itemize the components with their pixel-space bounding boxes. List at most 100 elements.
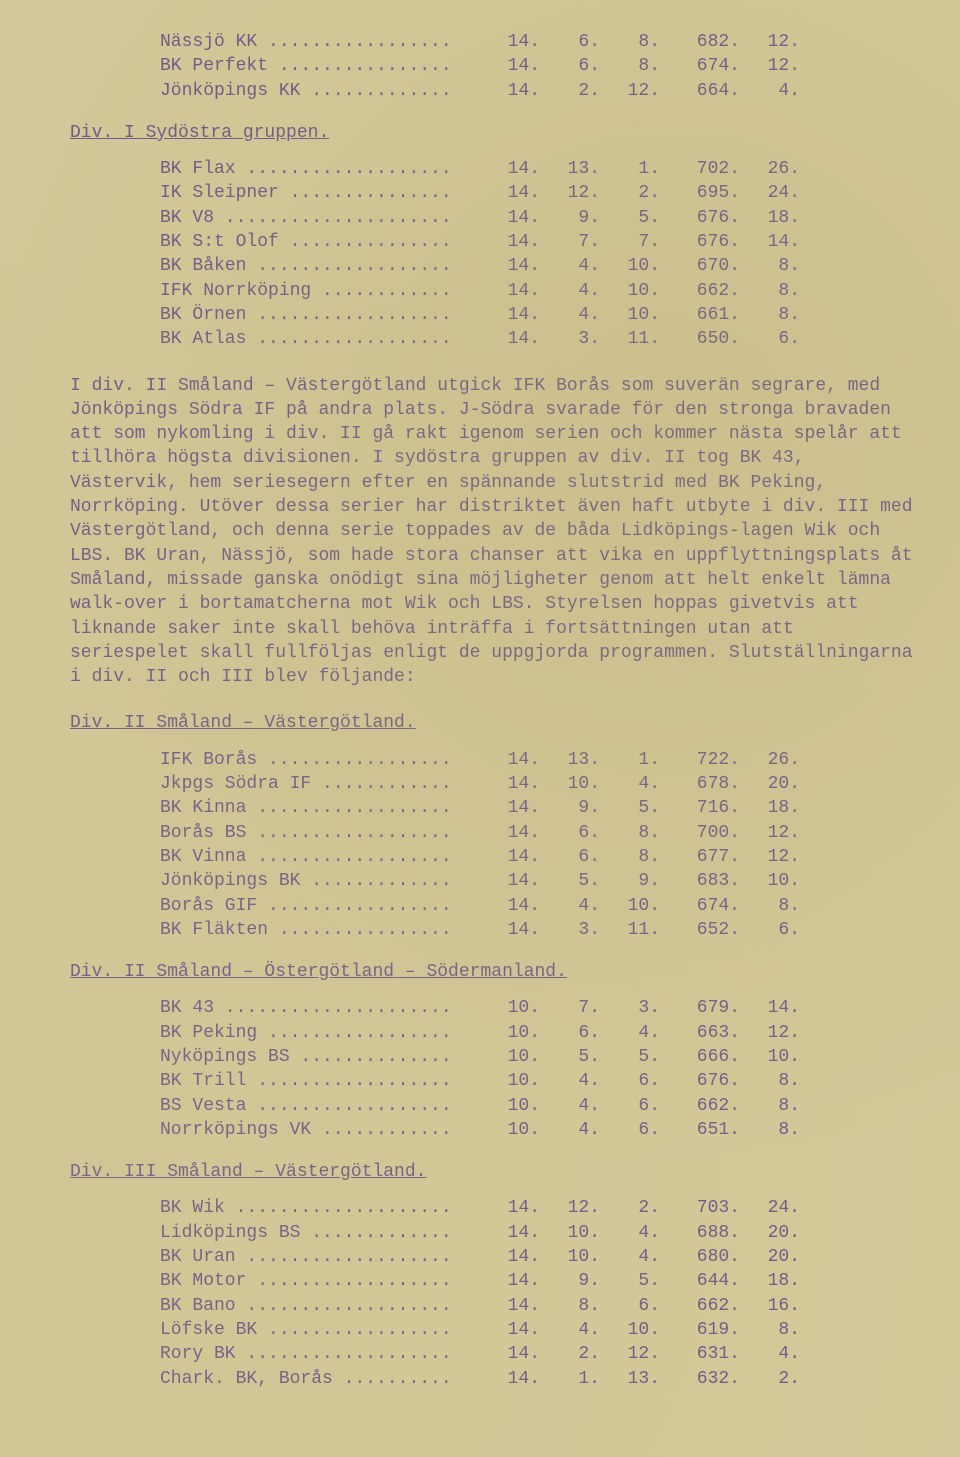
cell-l: 8.	[600, 30, 660, 54]
cell-g: 14.	[480, 869, 540, 893]
cell-g: 14.	[480, 1196, 540, 1220]
cell-pf: 702.	[660, 157, 740, 181]
cell-l: 2.	[600, 181, 660, 205]
table-row: IFK Norrköping ............14.4.10.662.8…	[160, 279, 920, 303]
team-name: BK Fläkten ................	[160, 918, 480, 942]
cell-w: 5.	[540, 1045, 600, 1069]
team-name: BK V8 .....................	[160, 206, 480, 230]
cell-w: 1.	[540, 1367, 600, 1391]
cell-w: 10.	[540, 772, 600, 796]
cell-pts: 4.	[740, 79, 800, 103]
cell-g: 14.	[480, 54, 540, 78]
cell-l: 4.	[600, 1221, 660, 1245]
team-name: BK Trill ..................	[160, 1069, 480, 1093]
cell-l: 10.	[600, 1318, 660, 1342]
cell-pf: 674.	[660, 54, 740, 78]
team-name: BK Peking .................	[160, 1021, 480, 1045]
cell-pts: 4.	[740, 1342, 800, 1366]
cell-l: 8.	[600, 821, 660, 845]
cell-pf: 651.	[660, 1118, 740, 1142]
cell-l: 11.	[600, 918, 660, 942]
cell-pts: 8.	[740, 1118, 800, 1142]
cell-w: 2.	[540, 79, 600, 103]
cell-g: 14.	[480, 772, 540, 796]
table-row: Jönköpings BK .............14.5.9.683.10…	[160, 869, 920, 893]
team-name: Jönköpings KK .............	[160, 79, 480, 103]
cell-pf: 650.	[660, 327, 740, 351]
table-row: BK Bano ...................14.8.6.662.16…	[160, 1294, 920, 1318]
cell-l: 6.	[600, 1069, 660, 1093]
table-row: Chark. BK, Borås ..........14.1.13.632.2…	[160, 1367, 920, 1391]
cell-pts: 8.	[740, 894, 800, 918]
cell-w: 4.	[540, 1118, 600, 1142]
table-row: BK Perfekt ................14.6.8.674.12…	[160, 54, 920, 78]
table-row: BK Båken ..................14.4.10.670.8…	[160, 254, 920, 278]
cell-pf: 682.	[660, 30, 740, 54]
table-row: BK Vinna ..................14.6.8.677.12…	[160, 845, 920, 869]
team-name: IK Sleipner ...............	[160, 181, 480, 205]
table-row: BK Trill ..................10.4.6.676.8.	[160, 1069, 920, 1093]
team-name: Norrköpings VK ............	[160, 1118, 480, 1142]
table-row: Nyköpings BS ..............10.5.5.666.10…	[160, 1045, 920, 1069]
table-row: Lidköpings BS .............14.10.4.688.2…	[160, 1221, 920, 1245]
section-heading-3: Div. II Småland – Östergötland – Söderma…	[70, 960, 920, 984]
cell-l: 10.	[600, 303, 660, 327]
table-sec3: BK 43 .....................10.7.3.679.14…	[70, 996, 920, 1142]
team-name: IFK Borås .................	[160, 748, 480, 772]
cell-g: 14.	[480, 1221, 540, 1245]
cell-g: 14.	[480, 157, 540, 181]
cell-pf: 632.	[660, 1367, 740, 1391]
cell-pf: 716.	[660, 796, 740, 820]
table-row: IK Sleipner ...............14.12.2.695.2…	[160, 181, 920, 205]
table-row: BK 43 .....................10.7.3.679.14…	[160, 996, 920, 1020]
table-row: BK Fläkten ................14.3.11.652.6…	[160, 918, 920, 942]
cell-g: 14.	[480, 1245, 540, 1269]
cell-pf: 619.	[660, 1318, 740, 1342]
body-paragraph: I div. II Småland – Västergötland utgick…	[70, 374, 920, 690]
team-name: Nyköpings BS ..............	[160, 1045, 480, 1069]
table-row: BS Vesta ..................10.4.6.662.8.	[160, 1094, 920, 1118]
cell-w: 6.	[540, 30, 600, 54]
cell-w: 4.	[540, 303, 600, 327]
table-row: BK Atlas ..................14.3.11.650.6…	[160, 327, 920, 351]
cell-pts: 14.	[740, 996, 800, 1020]
cell-pf: 631.	[660, 1342, 740, 1366]
top-table: Nässjö KK .................14.6.8.682.12…	[70, 30, 920, 103]
cell-l: 3.	[600, 996, 660, 1020]
team-name: BK Motor ..................	[160, 1269, 480, 1293]
cell-l: 1.	[600, 748, 660, 772]
cell-g: 14.	[480, 230, 540, 254]
cell-pts: 26.	[740, 748, 800, 772]
cell-l: 6.	[600, 1294, 660, 1318]
cell-l: 5.	[600, 1269, 660, 1293]
table-row: BK Kinna ..................14.9.5.716.18…	[160, 796, 920, 820]
team-name: Nässjö KK .................	[160, 30, 480, 54]
table-row: BK S:t Olof ...............14.7.7.676.14…	[160, 230, 920, 254]
cell-w: 4.	[540, 279, 600, 303]
cell-pts: 10.	[740, 869, 800, 893]
table-row: Jkpgs Södra IF ............14.10.4.678.2…	[160, 772, 920, 796]
team-name: BK Atlas ..................	[160, 327, 480, 351]
table-row: BK V8 .....................14.9.5.676.18…	[160, 206, 920, 230]
cell-g: 14.	[480, 303, 540, 327]
cell-pf: 677.	[660, 845, 740, 869]
team-name: Borås GIF .................	[160, 894, 480, 918]
cell-w: 8.	[540, 1294, 600, 1318]
cell-g: 14.	[480, 1367, 540, 1391]
cell-g: 14.	[480, 181, 540, 205]
cell-pf: 676.	[660, 206, 740, 230]
cell-w: 4.	[540, 254, 600, 278]
cell-pf: 722.	[660, 748, 740, 772]
cell-g: 10.	[480, 1069, 540, 1093]
cell-pf: 670.	[660, 254, 740, 278]
table-row: Jönköpings KK .............14.2.12.664.4…	[160, 79, 920, 103]
cell-g: 14.	[480, 279, 540, 303]
cell-w: 3.	[540, 327, 600, 351]
cell-pf: 662.	[660, 1294, 740, 1318]
cell-pts: 12.	[740, 54, 800, 78]
cell-pf: 663.	[660, 1021, 740, 1045]
cell-pts: 8.	[740, 303, 800, 327]
team-name: BK Wik ....................	[160, 1196, 480, 1220]
cell-l: 11.	[600, 327, 660, 351]
table-sec1: BK Flax ...................14.13.1.702.2…	[70, 157, 920, 351]
